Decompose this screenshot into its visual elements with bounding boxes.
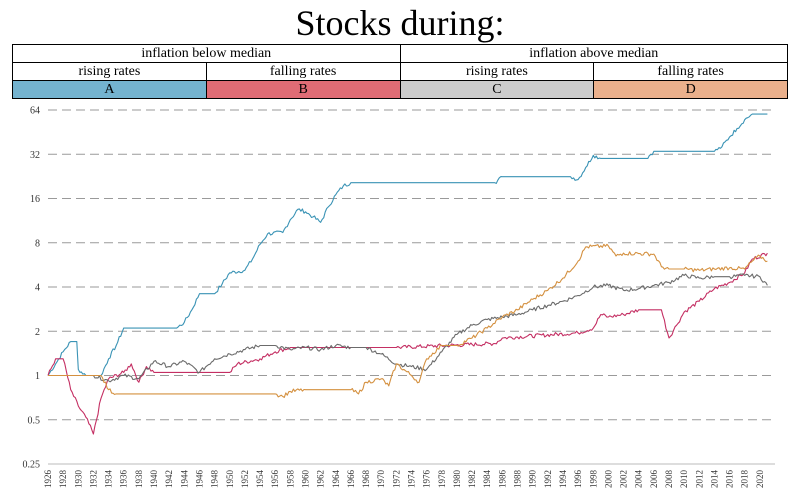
x-tick-label: 1938 [134, 470, 144, 489]
x-tick-label: 1986 [497, 470, 507, 489]
y-tick-label: 0.5 [28, 415, 41, 426]
regime-b-cell: B [205, 80, 401, 99]
x-tick-label: 2004 [634, 470, 644, 489]
y-tick-label: 8 [35, 238, 40, 249]
x-tick-label: 2008 [664, 470, 674, 489]
x-tick-label: 1996 [573, 470, 583, 489]
x-tick-label: 1954 [255, 470, 265, 489]
series-lines [47, 113, 768, 435]
x-tick-label: 1970 [376, 470, 386, 489]
x-tick-label: 1998 [588, 470, 598, 489]
y-tick-label: 64 [30, 106, 40, 117]
x-tick-label: 2014 [709, 470, 719, 489]
x-tick-label: 1952 [240, 470, 250, 488]
subgroup-d-label: falling rates [593, 62, 788, 81]
y-tick-label: 1 [35, 371, 40, 382]
series-line-c [48, 273, 768, 383]
x-tick-label: 1974 [407, 470, 417, 489]
x-tick-label: 1978 [437, 470, 447, 489]
x-tick-label: 1988 [513, 470, 523, 489]
x-tick-label: 1944 [179, 470, 189, 489]
x-tick-label: 2000 [603, 470, 613, 489]
x-tick-label: 1972 [391, 470, 401, 488]
x-tick-label: 1964 [331, 470, 341, 489]
x-tick-label: 1990 [528, 470, 538, 489]
x-tick-label: 1966 [346, 470, 356, 489]
regime-c-cell: C [399, 80, 595, 99]
group-inflation-above: inflation above median [399, 44, 788, 63]
x-tick-label: 1956 [270, 470, 280, 489]
subgroup-b-label: falling rates [205, 62, 401, 81]
x-tick-label: 2010 [679, 470, 689, 489]
x-tick-label: 1934 [104, 470, 114, 489]
y-axis-labels: 0.25 0.5 1 2 4 8 16 32 64 [23, 106, 41, 471]
x-tick-label: 2002 [619, 470, 629, 488]
regime-a-cell: A [12, 80, 207, 99]
x-tick-label: 1958 [285, 470, 295, 489]
x-tick-label: 2020 [755, 470, 765, 489]
x-tick-label: 2018 [740, 470, 750, 489]
x-tick-label: 1930 [73, 470, 83, 489]
x-axis-labels: 1926 1928 1930 1932 1934 1936 1938 1940 1942 1944… [43, 470, 765, 489]
y-tick-label: 4 [35, 283, 40, 294]
x-tick-label: 1968 [361, 470, 371, 489]
x-tick-label: 1994 [558, 470, 568, 489]
x-tick-label: 1984 [482, 470, 492, 489]
series-line-a [47, 113, 768, 377]
x-tick-label: 1948 [210, 470, 220, 489]
y-tick-label: 0.25 [23, 460, 41, 471]
x-tick-label: 1962 [316, 470, 326, 488]
regime-header-table: inflation below median inflation above m… [12, 44, 788, 99]
regime-d-cell: D [593, 80, 788, 99]
x-tick-label: 1950 [225, 470, 235, 489]
y-tick-label: 32 [30, 150, 40, 161]
x-tick-label: 1946 [194, 470, 204, 489]
group-inflation-below: inflation below median [12, 44, 401, 63]
x-tick-label: 1940 [149, 470, 159, 489]
x-tick-label: 1928 [58, 470, 68, 489]
subgroup-a-label: rising rates [12, 62, 207, 81]
y-tick-label: 2 [35, 327, 40, 338]
x-tick-label: 1936 [119, 470, 129, 489]
series-line-b [47, 252, 768, 435]
series-line-d [48, 243, 768, 398]
y-grid [48, 109, 775, 465]
x-tick-label: 2006 [649, 470, 659, 489]
x-tick-label: 1982 [467, 470, 477, 488]
x-tick-label: 2016 [725, 470, 735, 489]
x-tick-label: 1976 [422, 470, 432, 489]
x-tick-label: 1926 [43, 470, 53, 489]
x-tick-label: 1992 [543, 470, 553, 488]
x-tick-label: 1932 [88, 470, 98, 488]
chart-title: Stocks during: [295, 3, 505, 43]
x-tick-label: 1980 [452, 470, 462, 489]
x-tick-label: 1942 [164, 470, 174, 488]
x-tick-label: 1960 [300, 470, 310, 489]
subgroup-c-label: rising rates [399, 62, 595, 81]
y-tick-label: 16 [30, 194, 40, 205]
x-tick-label: 2012 [694, 470, 704, 488]
